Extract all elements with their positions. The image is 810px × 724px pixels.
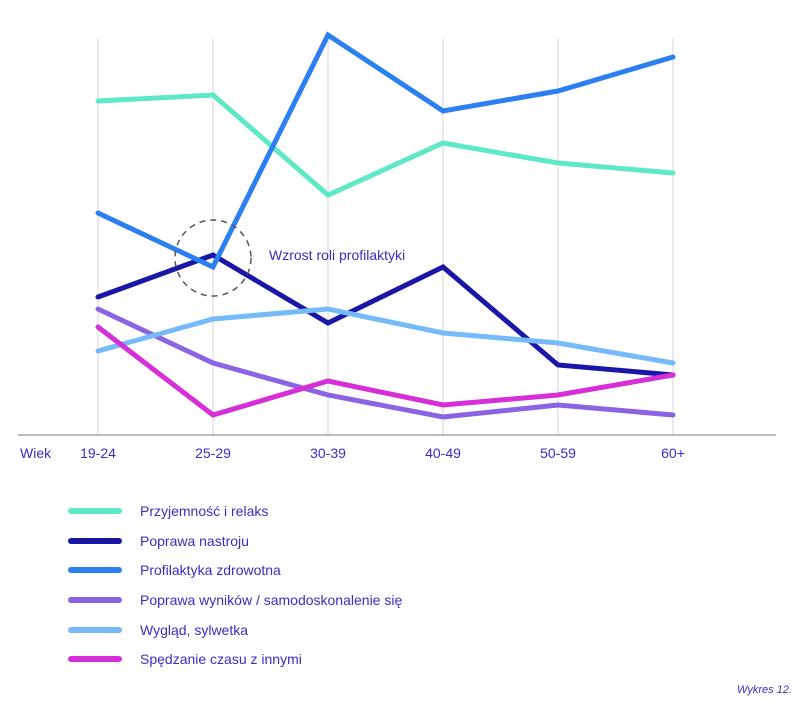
legend-swatch <box>68 537 122 544</box>
series-line <box>95 252 676 378</box>
legend-item: Wygląd, sylwetka <box>68 615 402 645</box>
series-line <box>95 92 676 198</box>
x-tick-label: 50-59 <box>540 445 576 461</box>
legend-label: Przyjemność i relaks <box>140 502 269 519</box>
figure-caption: Wykres 12. <box>736 684 792 696</box>
legend-item: Spędzanie czasu z innymi <box>68 644 402 674</box>
legend-swatch <box>68 626 122 633</box>
legend: Przyjemność i relaks Poprawa nastroju Prof… <box>68 496 402 674</box>
series-line <box>95 306 676 366</box>
series-line <box>95 306 676 420</box>
legend-item: Poprawa nastroju <box>68 526 402 556</box>
legend-label: Spędzanie czasu z innymi <box>140 651 302 668</box>
x-axis-label: Wiek <box>20 445 52 461</box>
legend-swatch <box>68 596 122 603</box>
legend-item: Przyjemność i relaks <box>68 496 402 526</box>
legend-item: Poprawa wyników / samodoskonalenie się <box>68 585 402 615</box>
x-tick-label: 60+ <box>661 445 685 461</box>
annotation-text: Wzrost roli profilaktyki <box>269 247 405 263</box>
series-line <box>95 31 676 271</box>
line-chart: Wiek 19-24 25-29 30-39 40-49 50-59 60+ Wzrost… <box>18 31 776 461</box>
legend-label: Wygląd, sylwetka <box>140 621 249 638</box>
x-tick-label: 30-39 <box>310 445 346 461</box>
x-tick-label: 40-49 <box>425 445 461 461</box>
legend-label: Poprawa nastroju <box>140 532 249 549</box>
legend-item: Profilaktyka zdrowotna <box>68 555 402 585</box>
legend-label: Profilaktyka zdrowotna <box>140 562 281 579</box>
legend-swatch <box>68 656 122 663</box>
annotation-circle <box>174 219 252 297</box>
series-line <box>95 324 676 418</box>
grid-lines <box>97 38 674 435</box>
legend-swatch <box>68 507 122 514</box>
legend-label: Poprawa wyników / samodoskonalenie się <box>140 591 403 608</box>
legend-swatch <box>68 567 122 574</box>
x-tick-label: 25-29 <box>195 445 231 461</box>
x-tick-label: 19-24 <box>80 445 116 461</box>
